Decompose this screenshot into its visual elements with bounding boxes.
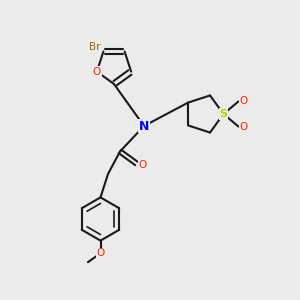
Text: O: O: [138, 160, 147, 170]
Text: O: O: [96, 248, 105, 258]
Text: Br: Br: [89, 42, 100, 52]
Text: O: O: [240, 122, 248, 132]
Text: O: O: [93, 67, 101, 76]
Text: O: O: [240, 96, 248, 106]
Text: S: S: [220, 109, 227, 119]
Text: N: N: [139, 119, 149, 133]
